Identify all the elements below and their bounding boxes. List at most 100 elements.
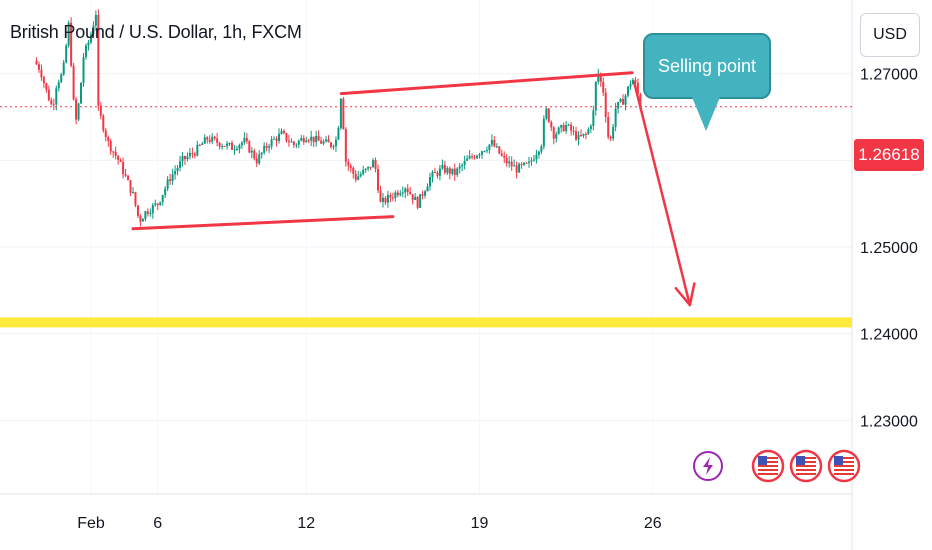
candle-body [377,169,380,191]
candle-body [372,160,375,168]
flag-stripe [758,465,778,467]
candle-body [555,133,558,139]
candle-body [181,156,184,162]
candle-body [211,136,214,142]
candle-body [159,202,162,205]
support-band [0,317,852,328]
candle-body [473,157,476,159]
candle-body [278,133,281,141]
flag-stripe [796,469,816,471]
us-flag-icon[interactable] [789,449,823,483]
candle-body [339,98,342,128]
candle-body [374,160,377,170]
candle-body [92,25,95,35]
candle-body [201,143,204,145]
candle-body [386,194,389,203]
candle-body [379,190,382,202]
candle-body [443,164,446,173]
candle-body [302,138,305,143]
candle-body [550,121,553,128]
candle-body [179,161,182,168]
candle-body [80,82,83,104]
candle-body [458,166,461,169]
candle-body [235,148,238,150]
candle-body [45,83,48,90]
candle-body [176,167,179,172]
candle-body [535,154,538,160]
candle-body [352,167,355,174]
candle-body [67,22,70,46]
annotation-lines [0,71,852,307]
candle-body [72,65,75,100]
candle-body [364,168,367,171]
candle-body [451,168,454,174]
candle-body [584,133,587,135]
candle-body [577,134,580,140]
candle-body [537,151,540,155]
candle-body [226,143,229,147]
flag-canton [758,456,767,465]
flag-stripe [758,473,778,475]
candle-body [639,94,642,109]
candle-body [270,139,273,147]
lightning-bolt [703,457,713,475]
selling-point-callout: Selling point [643,33,771,99]
candle-body [203,137,206,144]
candle-body [406,188,409,193]
candle-body [248,141,251,153]
currency-button[interactable]: USD [860,13,920,57]
candle-body [89,34,92,43]
candle-body [347,161,350,166]
candle-body [570,124,573,131]
candle-body [37,64,40,70]
events-row [693,449,861,483]
candle-body [322,141,325,144]
candle-body [295,144,298,146]
candle-body [117,155,120,160]
candle-body [196,144,199,156]
candle-body [483,151,486,153]
candle-body [109,140,112,152]
forecast-arrow [632,81,692,307]
candle-body [132,192,134,194]
x-tick-label: 26 [644,515,662,532]
candle-body [562,125,565,132]
candle-body [273,138,276,140]
us-flag-icon[interactable] [751,449,785,483]
candle-body [344,129,347,162]
candle-body [510,161,513,167]
y-tick-label: 1.24000 [860,327,918,344]
candle-body [258,154,261,164]
flag-stripe [796,461,816,463]
candle-body [94,14,97,26]
candle-body [40,69,43,78]
candle-body [525,162,528,164]
candle-body [327,139,330,143]
y-tick-label: 1.27000 [860,67,918,84]
us-flag-icon[interactable] [827,449,861,483]
lightning-icon[interactable] [693,451,723,481]
candle-body [122,161,125,175]
candle-body [545,108,548,119]
candle-body [453,168,456,175]
candle-body [253,150,256,159]
candle-body [518,163,521,173]
candle-body [438,168,441,176]
candle-body [139,215,142,222]
candle-body [609,136,612,139]
flag-stripe [758,457,778,459]
candle-body [221,146,224,148]
candle-body [320,140,323,144]
candle-body [540,146,543,152]
candle-body [213,136,216,139]
candle-body [57,82,60,89]
candle-body [114,151,117,156]
candle-body [97,14,100,106]
last-price-badge: 1.26618 [854,139,924,171]
candle-body [528,161,530,163]
candle-body [238,145,241,149]
candle-body [354,173,357,180]
candle-body [515,165,518,173]
